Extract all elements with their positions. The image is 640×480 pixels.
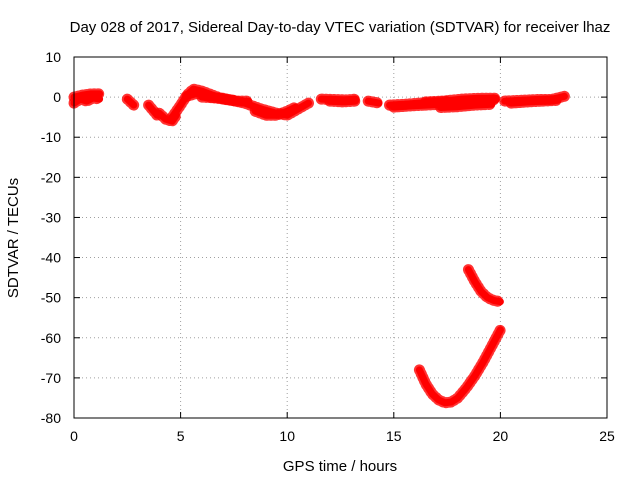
series-arc-2-markers (68, 88, 106, 103)
x-axis-tick-labels: 0 5 10 15 20 25 (70, 428, 615, 444)
y-axis-label: SDTVAR / TECUs (5, 178, 22, 298)
y-tick-label: -50 (41, 290, 61, 306)
x-tick-label: 0 (70, 428, 78, 444)
series-arc-19-markers (505, 94, 564, 109)
y-tick-label: 0 (53, 89, 61, 105)
chart-title: Day 028 of 2017, Sidereal Day-to-day VTE… (70, 19, 611, 36)
series-arc-9-markers (249, 101, 302, 121)
y-tick-label: -10 (41, 129, 61, 145)
y-tick-label: -60 (41, 330, 61, 346)
series-arc-20-markers (462, 264, 506, 308)
series-arc-21-markers (413, 324, 506, 409)
series-arc-17-markers (435, 98, 498, 113)
x-tick-label: 20 (493, 428, 509, 444)
grid (74, 57, 607, 418)
y-tick-label: -80 (41, 410, 61, 426)
data-series (68, 83, 570, 409)
series-arc-3-markers (121, 93, 140, 111)
y-tick-label: -30 (41, 209, 61, 225)
x-tick-label: 10 (279, 428, 295, 444)
x-tick-label: 5 (177, 428, 185, 444)
series-arc-11-markers (324, 95, 361, 108)
x-tick-label: 15 (386, 428, 402, 444)
y-tick-label: -20 (41, 169, 61, 185)
plot-frame (73, 56, 608, 419)
x-axis-label: GPS time / hours (283, 458, 397, 475)
y-tick-label: -70 (41, 370, 61, 386)
x-tick-label: 25 (599, 428, 615, 444)
y-tick-label: 10 (45, 49, 61, 65)
y-tick-label: -40 (41, 250, 61, 266)
series-arc-12-markers (362, 95, 385, 109)
y-axis-tick-labels: -80 -70 -60 -50 -40 -30 -20 -10 0 10 (41, 49, 61, 426)
